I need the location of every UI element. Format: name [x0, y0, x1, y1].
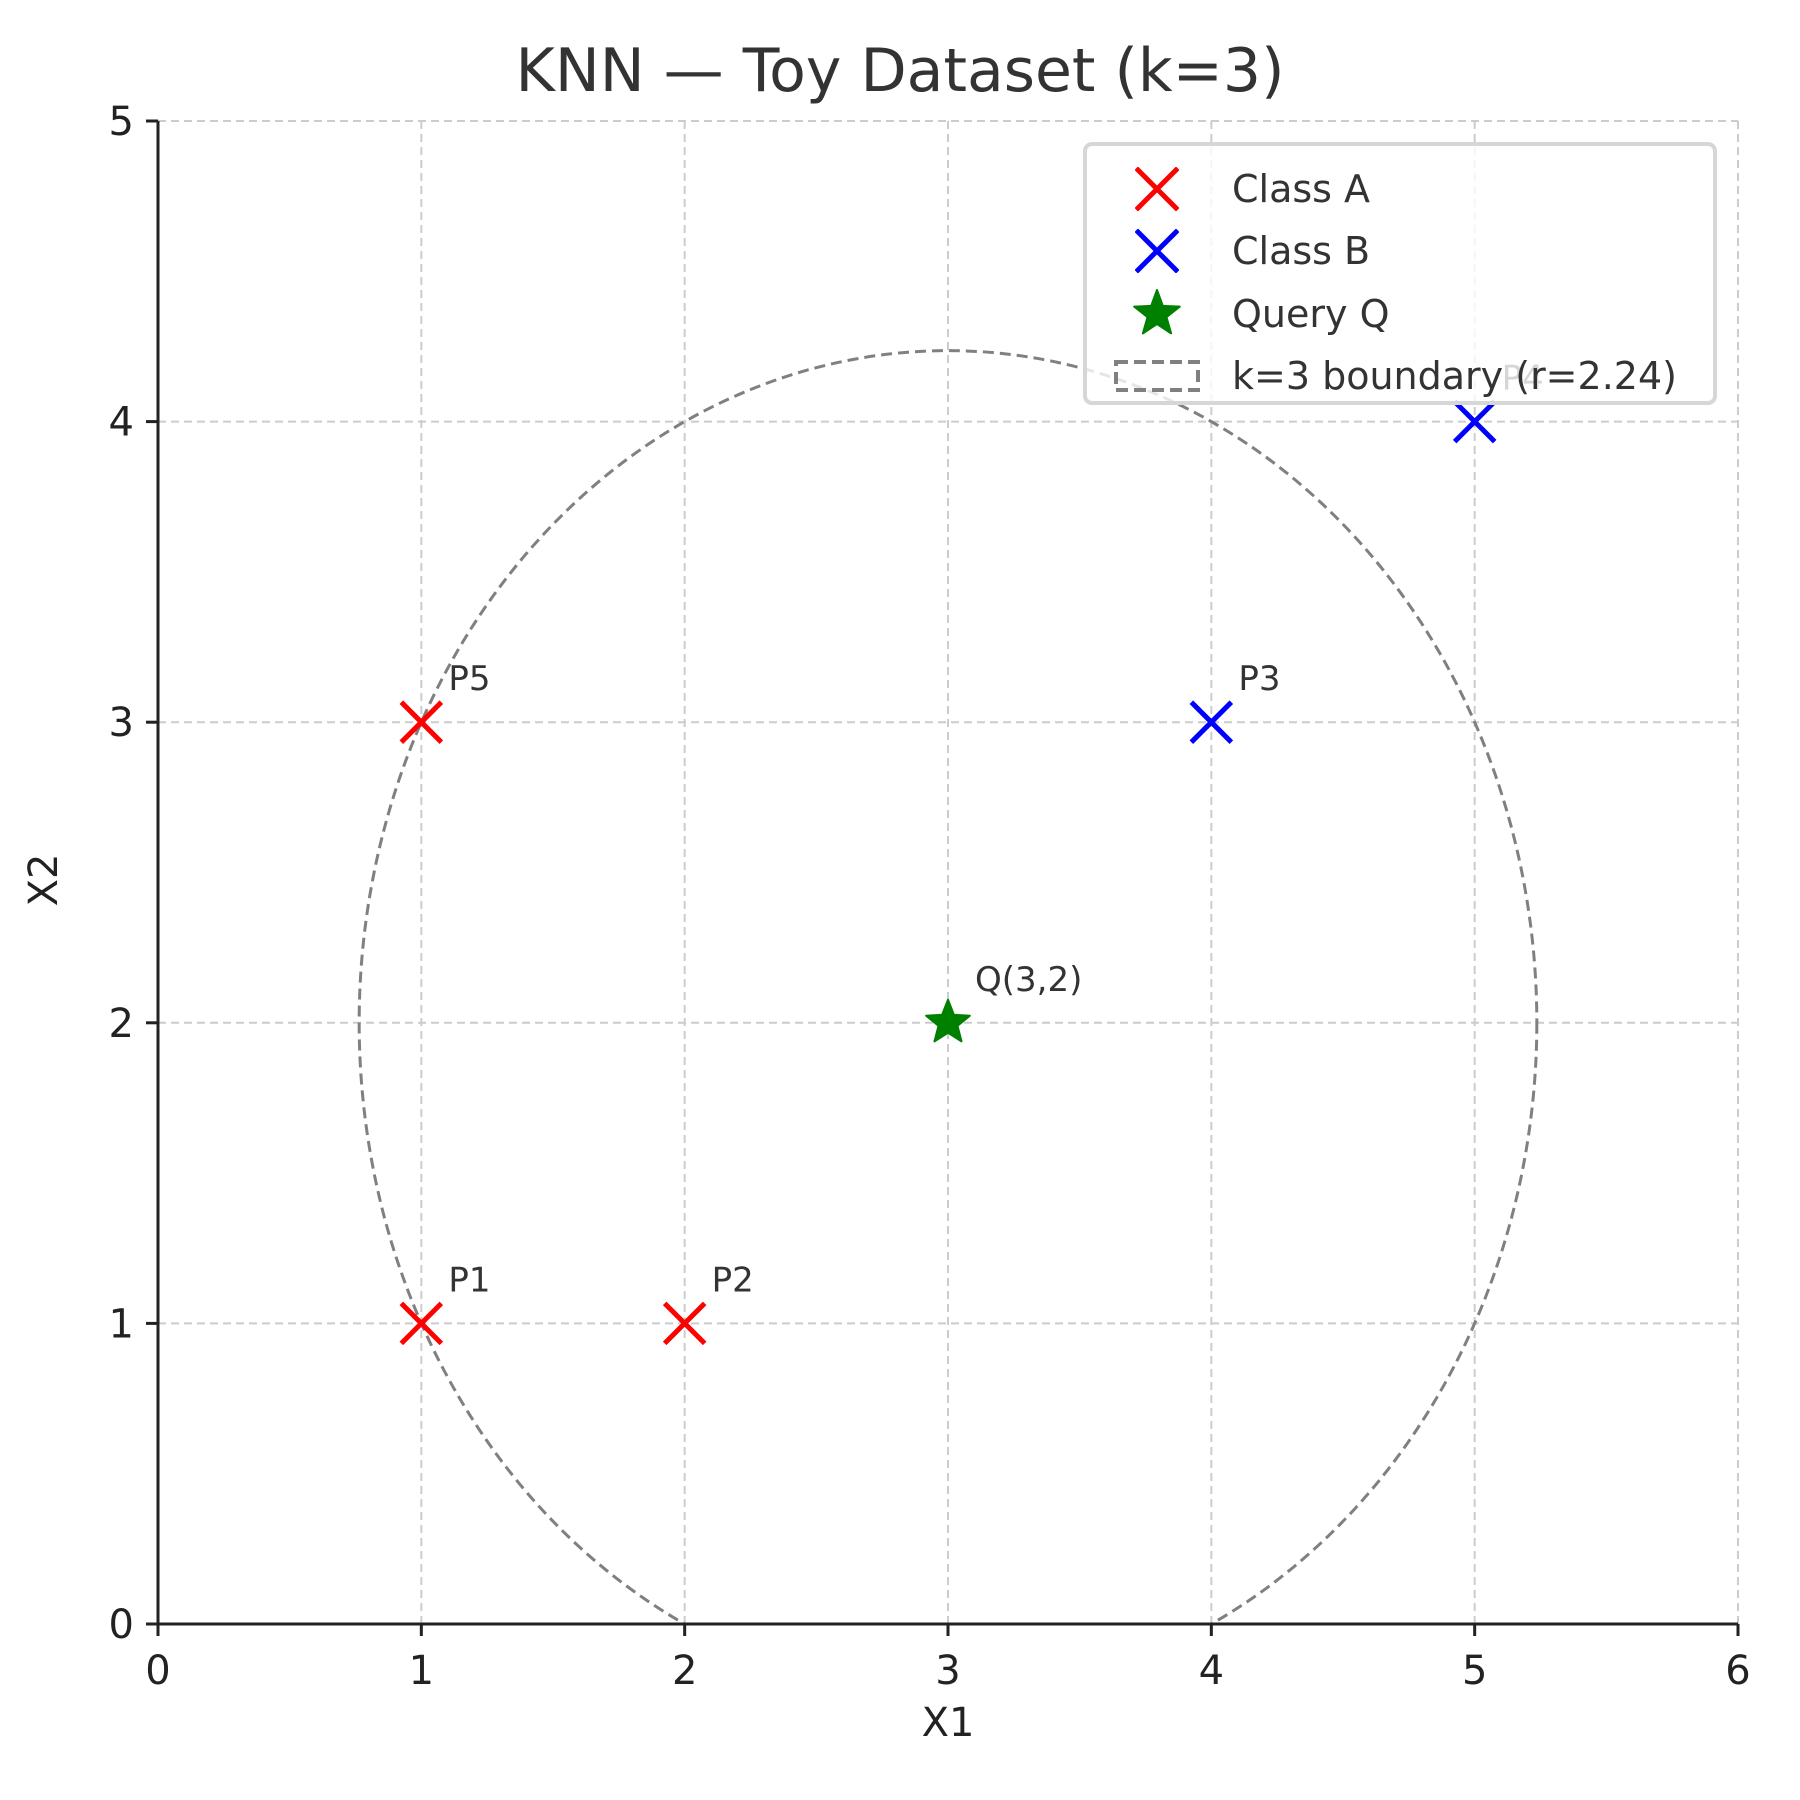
y-tick-label: 3	[109, 700, 134, 746]
x-tick-label: 2	[672, 1648, 697, 1694]
y-tick-label: 1	[109, 1301, 134, 1347]
x-marker-icon	[1452, 399, 1497, 444]
y-tick-label: 5	[109, 99, 134, 145]
data-points: P1P2P5P3P4Q(3,2)	[399, 359, 1544, 1346]
x-tick-label: 4	[1199, 1648, 1224, 1694]
x-tick-label: 0	[145, 1648, 170, 1694]
legend-item-class-a: Class A	[1087, 159, 1370, 219]
x-marker-icon	[399, 1301, 444, 1346]
chart-title: KNN — Toy Dataset (k=3)	[515, 36, 1285, 106]
point-label: P3	[1238, 659, 1280, 699]
red-x-marker-icon	[1087, 167, 1227, 211]
point-label: P5	[448, 659, 490, 699]
boundary-ellipse	[357, 349, 1539, 1624]
y-tick-label: 4	[109, 400, 134, 446]
x-tick-label: 3	[935, 1648, 960, 1694]
x-tick-label: 5	[1462, 1648, 1487, 1694]
dashed-rect-icon	[1087, 356, 1227, 396]
x-tick-label: 6	[1725, 1648, 1750, 1694]
x-tick-label: 1	[409, 1648, 434, 1694]
point-label: P2	[712, 1260, 754, 1300]
star-marker-icon	[925, 998, 971, 1043]
y-tick-label: 0	[109, 1602, 134, 1648]
legend: Class A Class B Query Q k=3 boundary (r=…	[1083, 142, 1717, 405]
y-tick-label: 2	[109, 1001, 134, 1047]
x-axis-label: X1	[921, 1700, 975, 1746]
axes: 0 1 2 3 4 5 6 0 1 2 3 4 5	[109, 99, 1751, 1694]
point-label: P1	[448, 1260, 490, 1300]
x-marker-icon	[399, 700, 444, 744]
green-star-marker-icon	[1087, 287, 1227, 341]
point-label: Q(3,2)	[975, 960, 1082, 1000]
legend-item-boundary: k=3 boundary (r=2.24)	[1087, 346, 1677, 406]
legend-item-query: Query Q	[1087, 284, 1389, 344]
y-axis-label: X2	[21, 853, 67, 907]
k3-boundary-circle	[357, 349, 1539, 1624]
x-marker-icon	[662, 1301, 707, 1346]
legend-item-class-b: Class B	[1087, 221, 1370, 281]
x-marker-icon	[1189, 700, 1234, 744]
blue-x-marker-icon	[1087, 229, 1227, 273]
